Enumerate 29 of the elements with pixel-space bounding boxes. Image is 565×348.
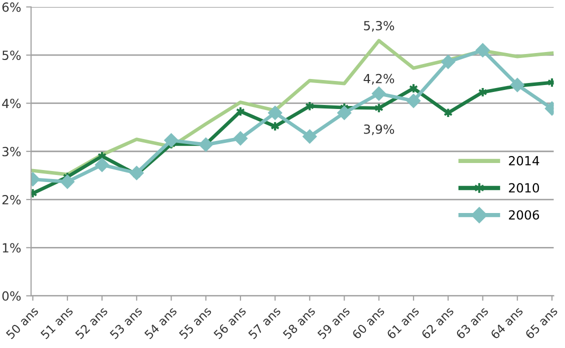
x-tick-label: 64 ans — [490, 306, 524, 340]
y-tick-label: 1% — [2, 243, 21, 253]
x-tick-label: 52 ans — [74, 306, 108, 340]
y-tick-label: 6% — [2, 2, 21, 12]
annotation: 5,3% — [364, 20, 394, 32]
x-tick-label: 55 ans — [178, 306, 212, 340]
y-tick-label: 5% — [2, 50, 21, 60]
x-tick-label: 51 ans — [40, 306, 74, 340]
legend-label: 2014 — [508, 156, 540, 166]
y-tick-label: 2% — [2, 194, 21, 204]
legend-label: 2006 — [508, 210, 540, 220]
x-tick-label: 61 ans — [386, 306, 420, 340]
y-tick-label: 3% — [2, 146, 21, 156]
annotation: 3,9% — [364, 124, 394, 136]
x-tick-label: 57 ans — [248, 306, 282, 340]
x-tick-label: 54 ans — [144, 306, 178, 340]
x-tick-label: 50 ans — [6, 306, 39, 340]
x-tick-label: 53 ans — [109, 306, 143, 340]
x-tick-label: 59 ans — [317, 306, 350, 340]
y-tick-label: 0% — [2, 291, 21, 301]
annotation: 4,2% — [364, 74, 394, 85]
legend-label: 2010 — [508, 183, 540, 193]
x-tick-label: 62 ans — [420, 306, 454, 340]
x-tick-label: 58 ans — [282, 306, 316, 340]
x-tick-label: 65 ans — [524, 306, 558, 340]
x-tick-label: 56 ans — [213, 306, 247, 340]
x-tick-label: 60 ans — [352, 306, 385, 340]
y-tick-label: 4% — [2, 98, 21, 108]
x-tick-label: 63 ans — [455, 306, 489, 340]
